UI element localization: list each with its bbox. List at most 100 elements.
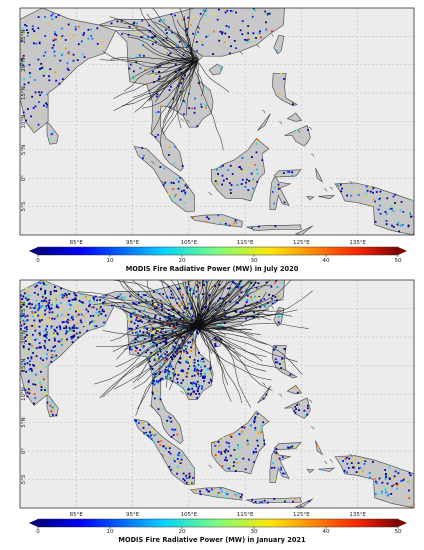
fire-hotspot (41, 319, 43, 321)
fire-hotspot (26, 299, 29, 301)
fire-hotspot (100, 46, 102, 49)
trajectory-line (157, 57, 197, 65)
fire-hotspot (165, 37, 168, 40)
fire-hotspot (298, 409, 300, 411)
fire-hotspot (37, 16, 40, 18)
fire-hotspot (168, 447, 171, 450)
fire-hotspot (254, 9, 256, 12)
fire-hotspot (178, 328, 181, 331)
fire-hotspot (165, 366, 168, 368)
fire-hotspot (158, 325, 161, 328)
fire-hotspot (170, 43, 173, 45)
fire-hotspot (141, 36, 144, 39)
fire-hotspot (153, 356, 156, 358)
fire-hotspot (183, 305, 186, 308)
fire-hotspot (147, 315, 150, 318)
fire-hotspot (155, 38, 158, 41)
fire-hotspot (178, 351, 180, 354)
trajectory-line (195, 323, 220, 362)
fire-hotspot (60, 307, 62, 310)
fire-hotspot (167, 61, 170, 64)
trajectory-line (146, 13, 197, 59)
coastline-fragment (296, 402, 301, 406)
fire-hotspot (138, 318, 140, 321)
fire-hotspot (75, 315, 78, 318)
fire-hotspot (20, 295, 21, 298)
coastline-fragment (208, 192, 212, 196)
fire-hotspot (152, 331, 154, 333)
fire-hotspot (43, 283, 45, 286)
fire-hotspot (372, 191, 374, 194)
colorbar-max-arrow (398, 247, 407, 255)
fire-hotspot (198, 374, 201, 377)
trajectory-line (195, 309, 298, 326)
fire-hotspot (191, 375, 194, 378)
fire-hotspot (350, 194, 353, 197)
fire-hotspot (162, 378, 164, 381)
fire-hotspot (198, 392, 200, 395)
fire-hotspot (205, 488, 208, 491)
fire-hotspot (204, 327, 206, 330)
fire-hotspot (245, 181, 247, 184)
fire-hotspot (20, 315, 23, 318)
fire-hotspot (64, 47, 67, 50)
fire-hotspot (27, 294, 30, 297)
fire-hotspot (260, 501, 263, 503)
fire-hotspot (143, 294, 145, 297)
fire-hotspot (72, 315, 74, 318)
fire-hotspot (148, 307, 151, 310)
colorbar-tick-label: 20 (179, 258, 186, 264)
fire-hotspot (68, 293, 71, 295)
fire-hotspot (235, 47, 238, 50)
colorbar-tick-label: 50 (395, 258, 402, 264)
fire-hotspot (151, 299, 154, 302)
fire-hotspot (220, 490, 223, 493)
fire-hotspot (180, 285, 182, 288)
fire-hotspot (90, 35, 92, 37)
coastline-fragment (261, 382, 266, 386)
fire-hotspot (185, 360, 188, 363)
trajectory-line (195, 328, 199, 357)
fire-hotspot (280, 367, 283, 369)
land-polygon (257, 113, 271, 131)
fire-hotspot (134, 346, 137, 349)
fire-hotspot (46, 331, 48, 334)
fire-hotspot (188, 472, 191, 475)
fire-hotspot (179, 362, 182, 364)
fire-hotspots (20, 280, 413, 508)
trajectory-line (197, 327, 243, 404)
fire-hotspot (398, 468, 401, 471)
fire-hotspot (98, 304, 100, 307)
fire-hotspot (83, 326, 86, 329)
fire-hotspot (43, 280, 46, 283)
fire-hotspot (235, 458, 238, 460)
fire-hotspot (80, 313, 83, 316)
fire-hotspot (48, 311, 51, 314)
fire-hotspot (177, 180, 180, 183)
fire-hotspot (57, 340, 60, 343)
fire-hotspot (43, 329, 46, 332)
fire-hotspot (20, 294, 22, 297)
fire-hotspot (251, 180, 254, 183)
trajectory-line (195, 302, 216, 324)
latitude-label: 5°N (21, 417, 27, 427)
fire-hotspot (51, 311, 54, 314)
fire-hotspot (53, 295, 56, 298)
map-panel-january-2021: 25°N20°N15°N10°N5°N0°5°S85°E 95°E 105°E 115… (19, 279, 415, 544)
fire-hotspot (229, 435, 232, 437)
land-polygon (133, 146, 195, 213)
fire-hotspot (139, 50, 141, 53)
fire-hotspot (221, 465, 224, 467)
fire-hotspot (208, 490, 210, 493)
fire-hotspot (38, 325, 41, 328)
colorbar-tick-label: 10 (107, 258, 114, 264)
fire-hotspot (260, 428, 263, 431)
fire-hotspot (50, 327, 53, 329)
fire-hotspot (140, 36, 143, 38)
fire-hotspot (153, 359, 156, 362)
fire-hotspot (37, 293, 39, 296)
coastline-fragment (239, 323, 243, 328)
fire-hotspot (193, 292, 195, 295)
fire-hotspot (84, 295, 87, 298)
fire-hotspot (44, 309, 46, 312)
